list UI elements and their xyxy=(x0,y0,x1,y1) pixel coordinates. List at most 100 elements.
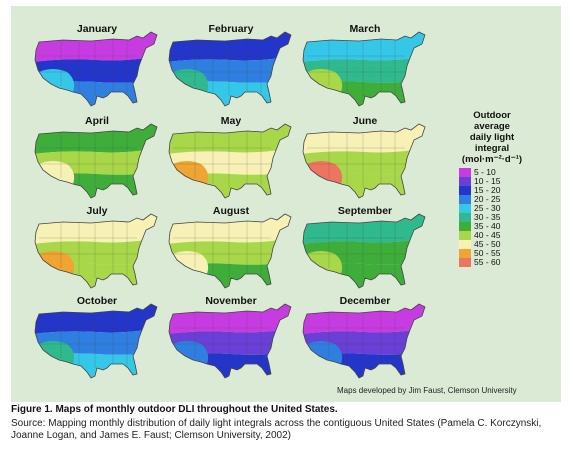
legend: Outdoor average daily light integral (mo… xyxy=(457,110,527,267)
legend-swatch xyxy=(459,177,471,186)
us-outline xyxy=(168,213,292,289)
state-borders xyxy=(171,221,271,278)
legend-swatch xyxy=(459,258,471,267)
legend-item: 30 - 35 xyxy=(459,212,527,222)
legend-swatch xyxy=(459,240,471,249)
month-label: February xyxy=(208,23,254,35)
state-borders xyxy=(171,311,271,368)
state-borders xyxy=(37,39,137,96)
figure-title-line: Figure 1. Maps of monthly outdoor DLI th… xyxy=(11,404,563,416)
legend-item: 20 - 25 xyxy=(459,194,527,204)
state-borders xyxy=(305,311,405,368)
legend-swatch xyxy=(459,249,471,258)
figure-panel: January February March April May June July Augu… xyxy=(11,6,561,402)
month-map: November xyxy=(167,295,295,386)
month-map: September xyxy=(301,205,429,296)
state-borders xyxy=(37,131,137,188)
legend-range-label: 55 - 60 xyxy=(474,257,501,267)
legend-item: 25 - 30 xyxy=(459,203,527,213)
us-map xyxy=(34,213,158,289)
us-outline xyxy=(34,213,158,289)
month-map: April xyxy=(33,115,161,206)
month-map: June xyxy=(301,115,429,206)
legend-item: 45 - 50 xyxy=(459,239,527,249)
month-label: July xyxy=(86,205,108,217)
us-map xyxy=(168,31,292,107)
figure-caption: Figure 1. Maps of monthly outdoor DLI th… xyxy=(11,404,563,442)
legend-swatch xyxy=(459,195,471,204)
legend-title: Outdoor average daily light integral (mo… xyxy=(457,110,527,165)
us-outline xyxy=(168,303,292,379)
month-label: January xyxy=(76,23,118,35)
legend-item: 35 - 40 xyxy=(459,221,527,231)
legend-item: 15 - 20 xyxy=(459,185,527,195)
month-label: March xyxy=(349,23,381,35)
legend-title-line: average xyxy=(474,121,510,132)
month-map: May xyxy=(167,115,295,206)
us-map xyxy=(302,31,426,107)
legend-range-label: 50 - 55 xyxy=(474,248,501,258)
state-borders xyxy=(37,311,137,368)
us-map xyxy=(168,303,292,379)
month-map: December xyxy=(301,295,429,386)
legend-title-line: (mol·m⁻²·d⁻¹) xyxy=(461,154,523,165)
legend-range-label: 10 - 15 xyxy=(474,176,501,186)
legend-classes: 5 - 10 10 - 15 15 - 20 20 - 25 25 - 30 30 - 3… xyxy=(457,167,527,267)
legend-range-label: 45 - 50 xyxy=(474,239,501,249)
month-label: June xyxy=(352,115,378,127)
us-map xyxy=(302,213,426,289)
us-outline xyxy=(34,31,158,107)
us-outline xyxy=(34,303,158,379)
legend-item: 40 - 45 xyxy=(459,230,527,240)
us-map xyxy=(302,303,426,379)
month-label: September xyxy=(337,205,393,217)
us-map xyxy=(168,213,292,289)
legend-range-label: 30 - 35 xyxy=(474,212,501,222)
state-borders xyxy=(37,221,137,278)
month-map: August xyxy=(167,205,295,296)
legend-range-label: 5 - 10 xyxy=(474,167,496,177)
month-map: January xyxy=(33,23,161,114)
map-credit: Maps developed by Jim Faust, Clemson Uni… xyxy=(337,386,517,395)
figure-title: Maps of monthly outdoor DLI throughout t… xyxy=(55,404,338,415)
us-outline xyxy=(302,31,426,107)
us-outline xyxy=(34,123,158,199)
legend-swatch xyxy=(459,204,471,213)
us-outline xyxy=(168,123,292,199)
legend-title-line: daily light xyxy=(469,132,515,143)
us-map xyxy=(302,123,426,199)
us-outline xyxy=(168,31,292,107)
legend-swatch xyxy=(459,168,471,177)
month-label: December xyxy=(339,295,391,307)
month-map: October xyxy=(33,295,161,386)
figure-source: Source: Mapping monthly distribution of … xyxy=(11,418,542,441)
us-outline xyxy=(302,303,426,379)
figure-label: Figure 1. xyxy=(11,404,53,415)
us-outline xyxy=(302,213,426,289)
legend-swatch xyxy=(459,231,471,240)
legend-swatch xyxy=(459,213,471,222)
month-map: February xyxy=(167,23,295,114)
state-borders xyxy=(171,131,271,188)
legend-swatch xyxy=(459,222,471,231)
legend-range-label: 40 - 45 xyxy=(474,230,501,240)
month-label: May xyxy=(220,115,242,127)
legend-item: 10 - 15 xyxy=(459,176,527,186)
legend-range-label: 15 - 20 xyxy=(474,185,501,195)
legend-item: 5 - 10 xyxy=(459,167,527,177)
us-map xyxy=(168,123,292,199)
state-borders xyxy=(171,39,271,96)
state-borders xyxy=(305,39,405,96)
month-label: August xyxy=(212,205,250,217)
legend-item: 50 - 55 xyxy=(459,248,527,258)
legend-range-label: 25 - 30 xyxy=(474,203,501,213)
us-map xyxy=(34,303,158,379)
us-outline xyxy=(302,123,426,199)
us-map xyxy=(34,31,158,107)
state-borders xyxy=(305,221,405,278)
legend-range-label: 35 - 40 xyxy=(474,221,501,231)
month-map: July xyxy=(33,205,161,296)
legend-item: 55 - 60 xyxy=(459,257,527,267)
state-borders xyxy=(305,131,405,188)
legend-title-line: Outdoor xyxy=(473,110,511,121)
